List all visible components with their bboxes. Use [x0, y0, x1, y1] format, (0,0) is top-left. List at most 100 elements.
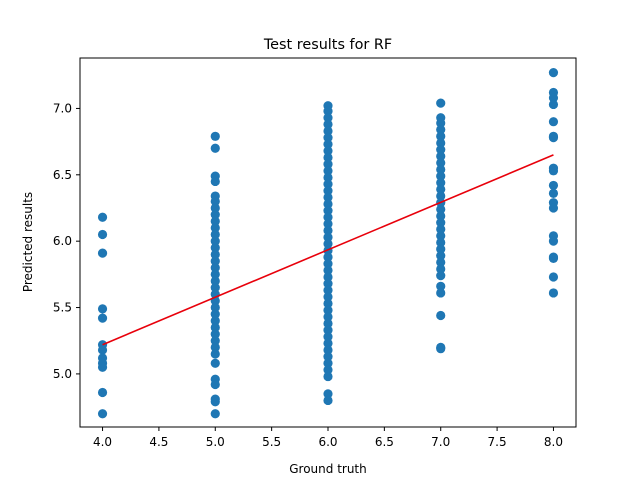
data-point	[323, 179, 333, 189]
data-point	[210, 243, 220, 253]
data-point	[323, 172, 333, 183]
data-point	[548, 166, 559, 176]
data-point	[323, 345, 333, 355]
data-point	[323, 305, 333, 315]
data-point	[436, 264, 446, 274]
data-point	[436, 271, 446, 281]
data-point	[210, 276, 220, 286]
x-tick-label: 6.5	[375, 435, 394, 449]
data-point	[210, 269, 220, 279]
data-point	[323, 279, 333, 289]
data-point	[323, 166, 333, 176]
data-point	[323, 252, 333, 262]
data-point	[97, 212, 108, 222]
data-point	[436, 164, 446, 175]
data-point	[323, 199, 333, 209]
data-point	[436, 118, 446, 128]
data-point	[210, 249, 220, 260]
data-point	[97, 362, 108, 372]
data-point	[210, 263, 220, 273]
data-point	[436, 131, 446, 141]
data-point	[210, 210, 220, 220]
data-point	[436, 184, 446, 195]
y-tick-label: 5.0	[53, 367, 72, 381]
x-tick-label: 5.0	[206, 435, 225, 449]
y-tick-label: 6.5	[53, 168, 72, 182]
data-point	[97, 387, 108, 398]
data-point	[323, 206, 333, 216]
x-tick-label: 6.0	[318, 435, 337, 449]
data-point	[210, 322, 220, 333]
data-point	[210, 409, 220, 419]
data-point	[323, 159, 333, 169]
data-point	[210, 229, 220, 240]
data-point	[210, 216, 220, 226]
data-point	[323, 312, 333, 322]
data-point	[210, 342, 220, 352]
data-point	[210, 236, 220, 246]
data-point	[436, 281, 446, 291]
x-axis-label: Ground truth	[289, 462, 367, 476]
data-point	[210, 379, 220, 390]
plot-area	[97, 68, 559, 419]
x-tick-label: 7.5	[488, 435, 507, 449]
data-point	[323, 133, 333, 143]
data-point	[97, 304, 108, 314]
data-point	[436, 171, 446, 181]
data-point	[323, 225, 333, 236]
data-point	[548, 236, 559, 246]
data-point	[210, 397, 220, 407]
data-point	[436, 310, 446, 321]
data-point	[210, 131, 220, 141]
y-tick-label: 5.5	[53, 301, 72, 315]
data-point	[323, 371, 333, 382]
data-point	[548, 180, 559, 191]
data-point	[323, 119, 333, 129]
data-point	[436, 231, 446, 241]
data-point	[323, 192, 333, 202]
data-point	[323, 389, 333, 399]
data-point	[323, 265, 333, 275]
x-axis: 4.0 4.5 5.0 5.5 6.0 6.5 7.0 7.5 8.0	[93, 427, 563, 449]
data-point	[97, 409, 108, 419]
data-point	[210, 256, 220, 266]
data-point	[210, 176, 220, 187]
data-point	[436, 288, 446, 298]
data-point	[323, 272, 333, 282]
data-point	[210, 143, 220, 153]
data-point	[323, 395, 333, 406]
data-point	[436, 191, 446, 201]
data-point	[436, 251, 446, 261]
data-point	[97, 313, 108, 323]
x-tick-label: 5.5	[262, 435, 281, 449]
data-point	[323, 186, 333, 196]
data-point	[323, 126, 333, 136]
data-point	[210, 316, 220, 326]
data-point	[548, 93, 559, 103]
data-point	[436, 144, 446, 155]
data-point	[436, 98, 446, 108]
data-point	[323, 219, 333, 229]
data-point	[210, 349, 220, 359]
data-point	[548, 99, 559, 110]
data-point	[548, 288, 559, 298]
data-point	[323, 298, 333, 309]
data-point	[323, 338, 333, 348]
data-point	[436, 204, 446, 214]
data-point	[436, 125, 446, 135]
data-point	[210, 358, 220, 368]
data-point	[436, 257, 446, 268]
y-axis: 5.0 5.5 6.0 6.5 7.0	[53, 101, 80, 381]
data-point	[436, 217, 446, 228]
data-point	[323, 106, 333, 116]
data-point	[97, 229, 108, 240]
y-axis-label: Predicted results	[21, 192, 35, 292]
x-tick-label: 4.0	[93, 435, 112, 449]
data-point	[548, 133, 559, 143]
data-point	[210, 283, 220, 293]
data-point	[323, 365, 333, 375]
data-point	[97, 345, 108, 355]
data-point	[210, 336, 220, 346]
data-point	[436, 138, 446, 148]
